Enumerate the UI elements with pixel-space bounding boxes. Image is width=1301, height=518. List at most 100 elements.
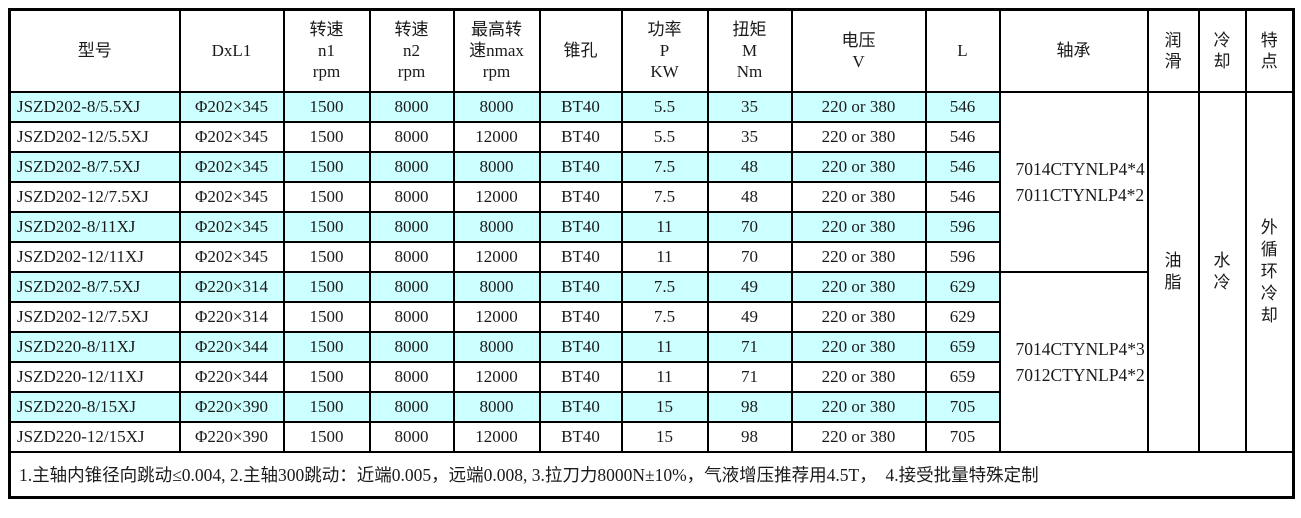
cell-voltage: 220 or 380 — [790, 90, 927, 123]
cell-nmax: 12000 — [452, 300, 541, 333]
cell-nmax: 8000 — [452, 330, 541, 363]
cell-dxl1: Φ220×390 — [178, 420, 285, 453]
cell-taper: BT40 — [538, 150, 623, 183]
cell-n2: 8000 — [368, 270, 455, 303]
cell-l: 546 — [924, 150, 1001, 183]
cell-n1: 1500 — [282, 360, 371, 393]
cell-power: 11 — [620, 240, 709, 273]
cell-l: 659 — [924, 330, 1001, 363]
spec-table: 型号 DxL1 转速 n1 rpm 转速 n2 rpm 最高转 速nmax rp… — [8, 8, 1295, 499]
cell-nmax: 8000 — [452, 150, 541, 183]
cell-dxl1: Φ220×314 — [178, 270, 285, 303]
cell-model: JSZD202-8/11XJ — [8, 210, 181, 243]
cell-n2: 8000 — [368, 90, 455, 123]
cell-power: 11 — [620, 360, 709, 393]
cell-dxl1: Φ220×390 — [178, 390, 285, 423]
cell-n1: 1500 — [282, 180, 371, 213]
cell-taper: BT40 — [538, 90, 623, 123]
cell-nmax: 8000 — [452, 90, 541, 123]
table-row: JSZD202-8/7.5XJ Φ202×345 1500 8000 8000 … — [8, 150, 1294, 183]
cell-n1: 1500 — [282, 420, 371, 453]
footnote-row: 1.主轴内锥径向跳动≤0.004, 2.主轴300跳动：近端0.005，远端0.… — [8, 450, 1295, 499]
cooling-value: 水 冷 — [1197, 90, 1247, 453]
col-header-power: 功率 P KW — [620, 8, 709, 93]
col-header-feature: 特 点 — [1244, 8, 1295, 93]
col-header-n1: 转速 n1 rpm — [282, 8, 371, 93]
cell-model: JSZD202-8/7.5XJ — [8, 150, 181, 183]
col-header-dxl1: DxL1 — [178, 8, 285, 93]
col-header-l: L — [924, 8, 1001, 93]
cell-nmax: 12000 — [452, 240, 541, 273]
cell-torque: 71 — [706, 360, 793, 393]
cell-voltage: 220 or 380 — [790, 390, 927, 423]
cell-voltage: 220 or 380 — [790, 420, 927, 453]
cell-power: 7.5 — [620, 270, 709, 303]
col-header-torque: 扭矩 M Nm — [706, 8, 793, 93]
cell-voltage: 220 or 380 — [790, 240, 927, 273]
cell-voltage: 220 or 380 — [790, 210, 927, 243]
cell-model: JSZD202-12/11XJ — [8, 240, 181, 273]
cell-nmax: 12000 — [452, 360, 541, 393]
cell-taper: BT40 — [538, 240, 623, 273]
cell-nmax: 12000 — [452, 420, 541, 453]
cell-n1: 1500 — [282, 240, 371, 273]
table-row: JSZD202-12/5.5XJ Φ202×345 1500 8000 1200… — [8, 120, 1294, 153]
cell-n2: 8000 — [368, 240, 455, 273]
cell-n2: 8000 — [368, 120, 455, 153]
lubrication-value: 油 脂 — [1146, 90, 1200, 453]
cell-dxl1: Φ220×314 — [178, 300, 285, 333]
cell-voltage: 220 or 380 — [790, 300, 927, 333]
cell-l: 705 — [924, 390, 1001, 423]
cell-power: 11 — [620, 210, 709, 243]
cell-model: JSZD202-8/7.5XJ — [8, 270, 181, 303]
table-row: JSZD202-12/7.5XJ Φ202×345 1500 8000 1200… — [8, 180, 1294, 213]
cell-voltage: 220 or 380 — [790, 270, 927, 303]
bearing-group-1: 7014CTYNLP4*4 7011CTYNLP4*2 — [998, 90, 1149, 273]
cell-model: JSZD202-12/7.5XJ — [8, 180, 181, 213]
table-row: JSZD220-8/11XJ Φ220×344 1500 8000 8000 B… — [8, 330, 1294, 363]
cell-model: JSZD220-8/11XJ — [8, 330, 181, 363]
cell-torque: 71 — [706, 330, 793, 363]
cell-l: 596 — [924, 240, 1001, 273]
cell-l: 705 — [924, 420, 1001, 453]
cell-l: 629 — [924, 300, 1001, 333]
cell-power: 7.5 — [620, 180, 709, 213]
cell-n1: 1500 — [282, 210, 371, 243]
cell-taper: BT40 — [538, 360, 623, 393]
cell-n1: 1500 — [282, 300, 371, 333]
bearing-group-2: 7014CTYNLP4*3 7012CTYNLP4*2 — [998, 270, 1149, 453]
cell-nmax: 8000 — [452, 270, 541, 303]
feature-value: 外 循 环 冷 却 — [1244, 90, 1295, 453]
cell-torque: 49 — [706, 270, 793, 303]
cell-taper: BT40 — [538, 180, 623, 213]
cell-n2: 8000 — [368, 300, 455, 333]
cell-n2: 8000 — [368, 150, 455, 183]
col-header-taper: 锥孔 — [538, 8, 623, 93]
cell-power: 5.5 — [620, 120, 709, 153]
cell-voltage: 220 or 380 — [790, 330, 927, 363]
cell-model: JSZD202-12/7.5XJ — [8, 300, 181, 333]
table-row: JSZD202-12/11XJ Φ202×345 1500 8000 12000… — [8, 240, 1294, 273]
cell-n1: 1500 — [282, 390, 371, 423]
header-row: 型号 DxL1 转速 n1 rpm 转速 n2 rpm 最高转 速nmax rp… — [8, 8, 1295, 93]
col-header-n2: 转速 n2 rpm — [368, 8, 455, 93]
cell-voltage: 220 or 380 — [790, 180, 927, 213]
cell-voltage: 220 or 380 — [790, 120, 927, 153]
cell-torque: 70 — [706, 210, 793, 243]
cell-torque: 98 — [706, 420, 793, 453]
cell-model: JSZD220-8/15XJ — [8, 390, 181, 423]
cell-taper: BT40 — [538, 300, 623, 333]
cell-dxl1: Φ202×345 — [178, 90, 285, 123]
cell-n1: 1500 — [282, 120, 371, 153]
cell-torque: 48 — [706, 150, 793, 183]
cell-power: 15 — [620, 420, 709, 453]
cell-dxl1: Φ202×345 — [178, 240, 285, 273]
cell-torque: 48 — [706, 180, 793, 213]
cell-l: 596 — [924, 210, 1001, 243]
cell-n2: 8000 — [368, 390, 455, 423]
cell-n2: 8000 — [368, 420, 455, 453]
cell-voltage: 220 or 380 — [790, 360, 927, 393]
cell-taper: BT40 — [538, 420, 623, 453]
cell-l: 546 — [924, 120, 1001, 153]
cell-torque: 35 — [706, 90, 793, 123]
